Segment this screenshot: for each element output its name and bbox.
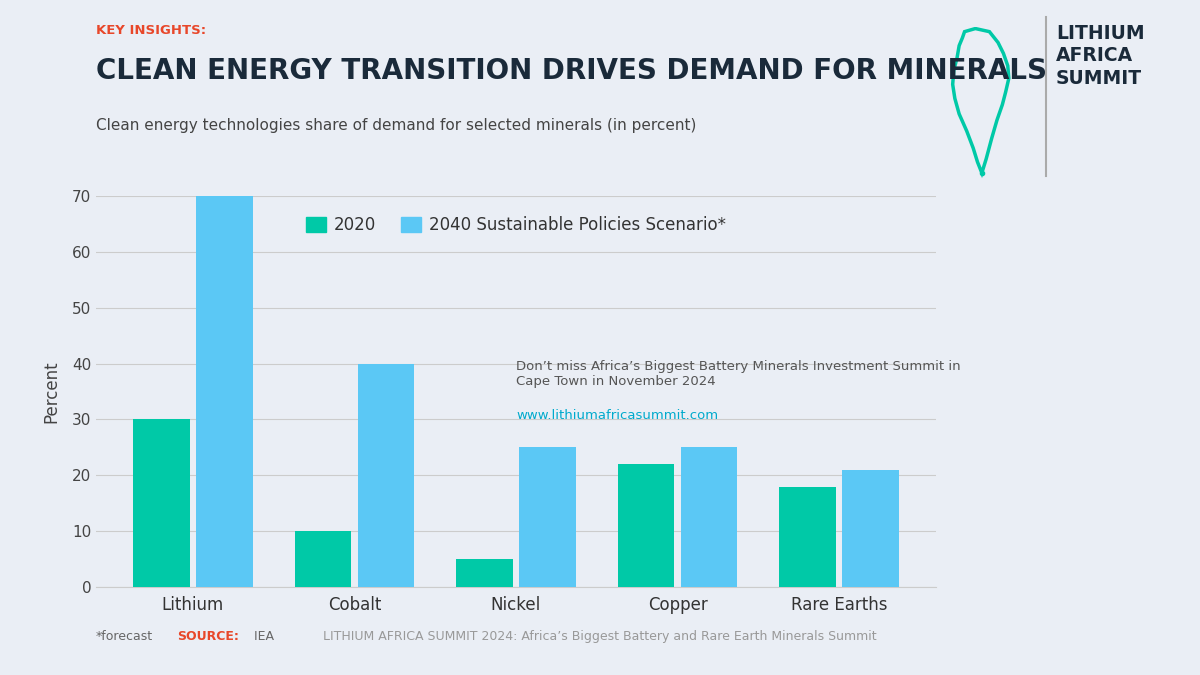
Bar [358, 364, 414, 587]
Bar [133, 419, 190, 587]
Text: CLEAN ENERGY TRANSITION DRIVES DEMAND FOR MINERALS: CLEAN ENERGY TRANSITION DRIVES DEMAND FO… [96, 57, 1046, 85]
Legend: 2020, 2040 Sustainable Policies Scenario*: 2020, 2040 Sustainable Policies Scenario… [298, 208, 734, 243]
Text: IEA: IEA [250, 630, 274, 643]
Bar [680, 448, 737, 587]
Text: Don’t miss Africa’s Biggest Battery Minerals Investment Summit in
Cape Town in N: Don’t miss Africa’s Biggest Battery Mine… [516, 360, 961, 388]
Text: LITHIUM
AFRICA
SUMMIT: LITHIUM AFRICA SUMMIT [1056, 24, 1145, 88]
Bar [842, 470, 899, 587]
Text: *forecast: *forecast [96, 630, 154, 643]
Text: SOURCE:: SOURCE: [178, 630, 240, 643]
Bar [295, 531, 352, 587]
Text: KEY INSIGHTS:: KEY INSIGHTS: [96, 24, 206, 36]
Text: www.lithiumafricasummit.com: www.lithiumafricasummit.com [516, 409, 718, 422]
Text: Clean energy technologies share of demand for selected minerals (in percent): Clean energy technologies share of deman… [96, 118, 696, 133]
Bar [196, 196, 253, 587]
Bar [779, 487, 836, 587]
Bar [520, 448, 576, 587]
Y-axis label: Percent: Percent [43, 360, 61, 423]
Bar [456, 560, 512, 587]
Text: LITHIUM AFRICA SUMMIT 2024: Africa’s Biggest Battery and Rare Earth Minerals Sum: LITHIUM AFRICA SUMMIT 2024: Africa’s Big… [323, 630, 877, 643]
Bar [618, 464, 674, 587]
